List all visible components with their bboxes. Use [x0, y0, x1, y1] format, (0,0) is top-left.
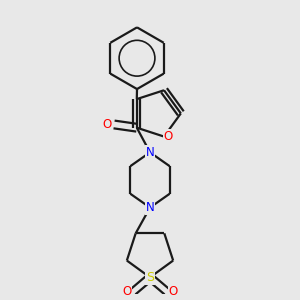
Text: O: O — [122, 285, 131, 298]
Text: O: O — [102, 118, 112, 131]
Text: N: N — [146, 201, 154, 214]
Text: N: N — [146, 146, 154, 159]
Text: S: S — [146, 271, 154, 284]
Text: O: O — [163, 130, 172, 143]
Text: O: O — [169, 285, 178, 298]
